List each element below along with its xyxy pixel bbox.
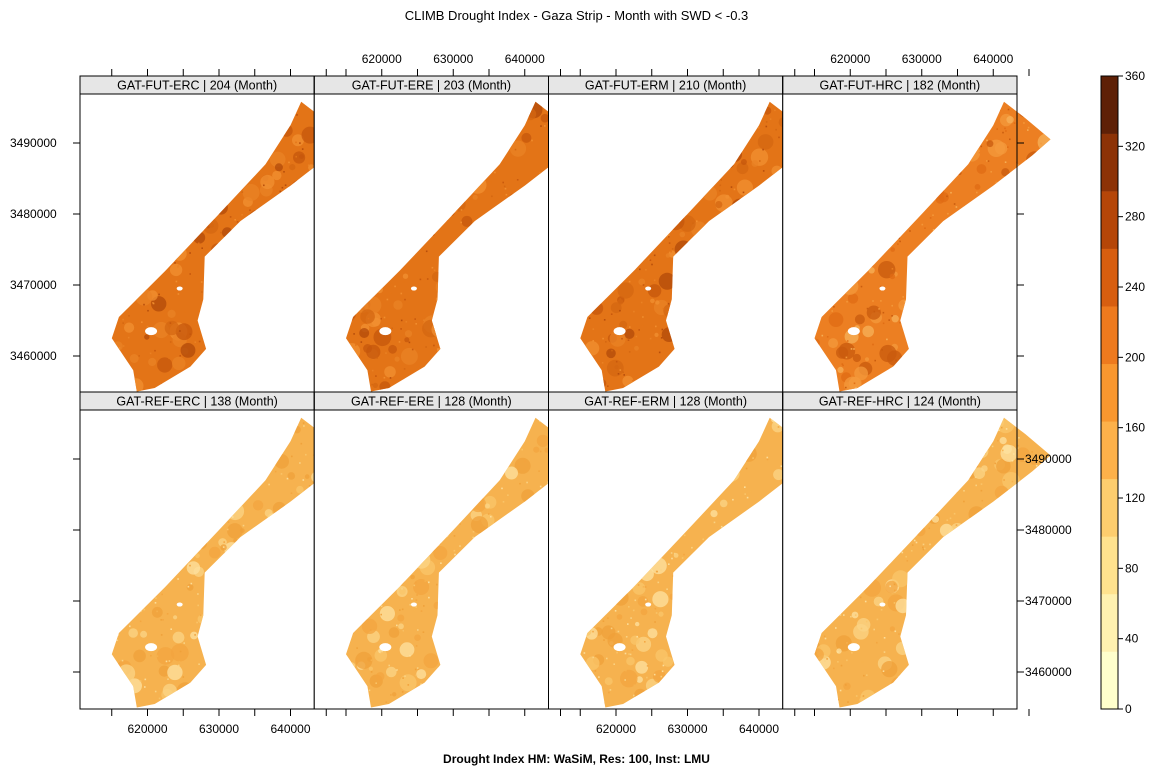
x-tick-label: 630000 bbox=[667, 722, 707, 736]
colorbar-segment bbox=[1101, 133, 1118, 192]
panel-label: GAT-REF-ERM | 128 (Month) bbox=[584, 395, 747, 409]
x-tick-label: 620000 bbox=[362, 52, 402, 66]
colorbar-tick-label: 280 bbox=[1125, 210, 1145, 224]
x-tick-label: 640000 bbox=[973, 52, 1013, 66]
map-panel: GAT-FUT-ERM | 210 (Month) bbox=[548, 75, 817, 394]
panel-label: GAT-REF-HRC | 124 (Month) bbox=[819, 395, 981, 409]
region-shape bbox=[346, 417, 582, 708]
colorbar-tick-label: 120 bbox=[1125, 491, 1145, 505]
colorbar-segment bbox=[1101, 248, 1118, 307]
y-tick-label: 3480000 bbox=[1025, 523, 1072, 537]
footer-caption: Drought Index HM: WaSiM, Res: 100, Inst:… bbox=[443, 752, 710, 766]
region-shape bbox=[111, 417, 348, 708]
colorbar-tick-label: 360 bbox=[1125, 69, 1145, 83]
colorbar-tick-label: 320 bbox=[1125, 139, 1145, 153]
x-tick-label: 630000 bbox=[433, 52, 473, 66]
y-tick-label: 3470000 bbox=[10, 278, 57, 292]
colorbar-segment bbox=[1101, 593, 1118, 652]
panel-label: GAT-REF-ERC | 138 (Month) bbox=[116, 395, 277, 409]
colorbar-tick-label: 80 bbox=[1125, 561, 1139, 575]
colorbar-segment bbox=[1101, 651, 1118, 710]
panel-label: GAT-FUT-ERC | 204 (Month) bbox=[117, 79, 277, 93]
colorbar-segment bbox=[1101, 306, 1118, 365]
y-tick-label: 3460000 bbox=[1025, 665, 1072, 679]
x-tick-label: 620000 bbox=[830, 52, 870, 66]
panel-label: GAT-FUT-HRC | 182 (Month) bbox=[820, 79, 981, 93]
y-tick-label: 3490000 bbox=[1025, 452, 1072, 466]
colorbar-frame bbox=[1100, 75, 1119, 710]
region-shape bbox=[346, 101, 582, 392]
x-tick-label: 630000 bbox=[902, 52, 942, 66]
y-tick-label: 3480000 bbox=[10, 207, 57, 221]
colorbar-tick-label: 240 bbox=[1125, 280, 1145, 294]
colorbar-segment bbox=[1101, 363, 1118, 422]
map-panel: GAT-FUT-ERC | 204 (Month) bbox=[79, 75, 348, 394]
map-panel: GAT-REF-ERM | 128 (Month) bbox=[548, 391, 817, 710]
x-tick-label: 640000 bbox=[270, 722, 310, 736]
map-panel: GAT-REF-HRC | 124 (Month) bbox=[782, 391, 1051, 710]
y-tick-label: 3470000 bbox=[1025, 594, 1072, 608]
colorbar-tick-label: 160 bbox=[1125, 421, 1145, 435]
colorbar-tick-label: 40 bbox=[1125, 632, 1139, 646]
colorbar-segment bbox=[1101, 76, 1118, 134]
panel-label: GAT-REF-ERE | 128 (Month) bbox=[351, 395, 512, 409]
x-tick-label: 640000 bbox=[739, 722, 779, 736]
region-shape bbox=[580, 417, 817, 708]
panel-frame bbox=[782, 391, 1018, 710]
colorbar-segment bbox=[1101, 191, 1118, 249]
y-tick-label: 3460000 bbox=[10, 349, 57, 363]
map-panel: GAT-FUT-HRC | 182 (Month) bbox=[782, 75, 1051, 394]
map-panel: GAT-REF-ERE | 128 (Month) bbox=[313, 391, 582, 710]
colorbar-tick-label: 200 bbox=[1125, 350, 1145, 364]
colorbar-segment bbox=[1101, 536, 1118, 595]
colorbar-segment bbox=[1101, 478, 1118, 537]
map-panel: GAT-FUT-ERE | 203 (Month) bbox=[313, 75, 582, 394]
chart-title: CLIMB Drought Index - Gaza Strip - Month… bbox=[404, 8, 749, 23]
region-shape bbox=[580, 101, 817, 392]
region-shape bbox=[111, 101, 348, 392]
axes: 620000 630000 640000 620000 630000 640000 6200… bbox=[10, 52, 1072, 736]
x-tick-label: 620000 bbox=[127, 722, 167, 736]
x-tick-label: 620000 bbox=[596, 722, 636, 736]
colorbar-tick-label: 0 bbox=[1125, 702, 1132, 716]
x-tick-label: 640000 bbox=[505, 52, 545, 66]
colorbar-segment bbox=[1101, 421, 1118, 480]
panel-label: GAT-FUT-ERM | 210 (Month) bbox=[585, 79, 746, 93]
x-tick-label: 630000 bbox=[199, 722, 239, 736]
panel-label: GAT-FUT-ERE | 203 (Month) bbox=[352, 79, 511, 93]
colorbar: 0 40 80 120 160 200 240 280 320 360 bbox=[1100, 69, 1145, 716]
y-tick-label: 3490000 bbox=[10, 136, 57, 150]
